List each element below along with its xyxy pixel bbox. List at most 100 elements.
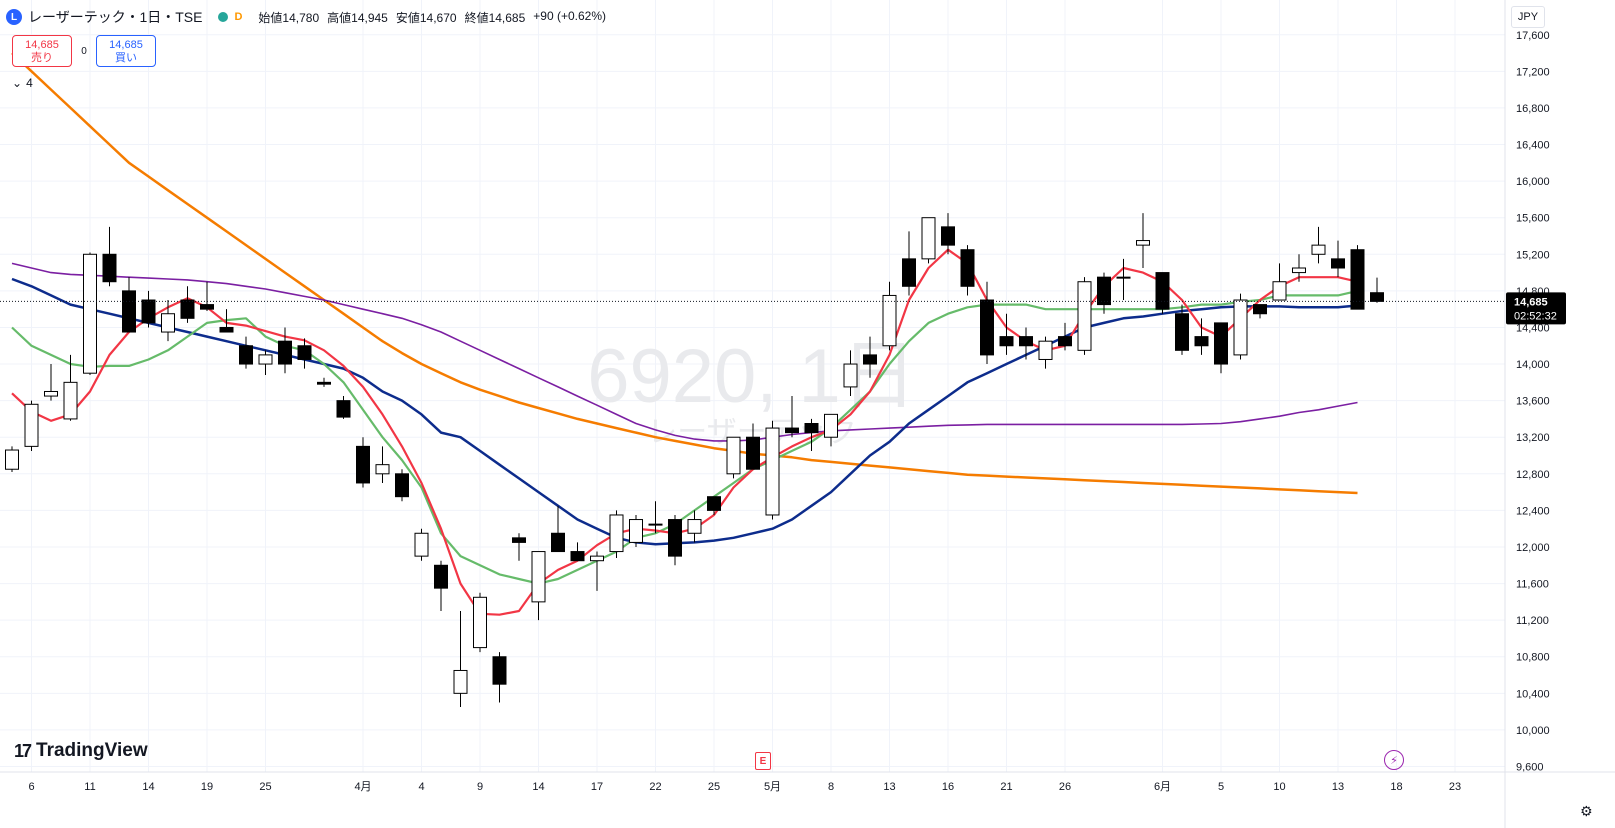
candle[interactable] <box>278 327 292 374</box>
candle[interactable] <box>395 469 409 502</box>
ma-line-red <box>11 248 1358 616</box>
candle[interactable] <box>1175 304 1189 355</box>
market-status-icon[interactable] <box>218 12 229 22</box>
candle[interactable] <box>609 510 624 558</box>
time-tick-label: 4月 <box>354 781 371 793</box>
candle[interactable] <box>122 277 136 333</box>
candle-body-down <box>512 537 526 543</box>
candle[interactable] <box>1194 318 1209 355</box>
candle-body-up <box>1038 340 1053 360</box>
candle[interactable] <box>5 446 19 472</box>
candle[interactable] <box>551 505 565 553</box>
candle[interactable] <box>200 281 214 311</box>
candle[interactable] <box>960 245 975 296</box>
candle[interactable] <box>297 338 312 369</box>
candle[interactable] <box>1311 226 1326 264</box>
candle[interactable] <box>317 377 331 387</box>
candle[interactable] <box>570 542 585 562</box>
symbol-title[interactable]: レーザーテック・1日・TSE <box>28 9 203 25</box>
candle[interactable] <box>473 592 487 653</box>
price-tag <box>1506 292 1566 325</box>
candle[interactable] <box>726 436 741 479</box>
candle[interactable] <box>999 313 1014 355</box>
candle[interactable] <box>746 423 760 470</box>
candle[interactable] <box>375 446 390 483</box>
candle[interactable] <box>239 336 253 369</box>
candle[interactable] <box>1331 240 1345 278</box>
candle[interactable] <box>941 213 955 255</box>
candle[interactable] <box>44 364 58 401</box>
symbol-logo-icon[interactable]: L <box>6 9 22 25</box>
candle[interactable] <box>863 336 877 378</box>
candle[interactable] <box>1019 327 1033 360</box>
candle[interactable] <box>1253 304 1267 319</box>
candle[interactable] <box>921 217 936 264</box>
candle[interactable] <box>1233 293 1248 360</box>
candle[interactable] <box>1077 277 1092 355</box>
candle[interactable] <box>1097 272 1111 314</box>
candle-body-down <box>1155 272 1170 310</box>
candle[interactable] <box>882 281 897 351</box>
candle[interactable] <box>1292 254 1306 282</box>
candle[interactable] <box>434 560 448 612</box>
candle[interactable] <box>785 396 799 438</box>
candle[interactable] <box>492 652 507 703</box>
candle[interactable] <box>648 501 663 534</box>
candle[interactable] <box>1370 277 1384 303</box>
gear-icon[interactable]: ⚙ <box>1580 803 1593 819</box>
candle[interactable] <box>765 420 780 520</box>
candle[interactable] <box>453 611 468 708</box>
candle[interactable] <box>668 514 682 566</box>
sell-button[interactable]: 14,685 売り <box>12 35 72 67</box>
candle[interactable] <box>336 396 351 419</box>
candle[interactable] <box>1116 258 1131 301</box>
candle[interactable] <box>1350 245 1365 310</box>
candle[interactable] <box>843 350 858 397</box>
data-delay-badge[interactable]: D <box>234 11 243 23</box>
candle[interactable] <box>83 252 97 376</box>
candle[interactable] <box>24 400 39 451</box>
price-tick-label: 11,200 <box>1516 615 1549 627</box>
candle[interactable] <box>102 226 117 287</box>
candle[interactable] <box>258 350 273 376</box>
candle[interactable] <box>414 528 429 561</box>
candle[interactable] <box>141 290 156 328</box>
candle[interactable] <box>1038 336 1053 369</box>
candle[interactable] <box>980 281 994 365</box>
candle-body-down <box>356 445 370 484</box>
candle-body-up <box>687 519 702 534</box>
candle[interactable] <box>219 309 234 333</box>
candle[interactable] <box>180 286 195 323</box>
candle[interactable] <box>629 514 643 547</box>
time-tick-label: 26 <box>1059 781 1071 793</box>
candle[interactable] <box>1272 263 1287 301</box>
price-axis[interactable]: 9,600 10,000 10,400 10,800 11,200 11,600 12,00… <box>1516 30 1550 774</box>
candle[interactable] <box>707 496 721 515</box>
candle[interactable] <box>804 418 819 451</box>
candle[interactable] <box>824 413 838 447</box>
earnings-marker[interactable]: E <box>755 752 771 770</box>
candle[interactable] <box>1214 322 1228 374</box>
candle[interactable] <box>63 354 78 421</box>
price-tick-label: 13,600 <box>1516 396 1550 408</box>
lightning-icon[interactable]: ⚡ <box>1384 750 1404 770</box>
candle[interactable] <box>161 300 175 342</box>
indicator-collapse-button[interactable]: ⌄ 4 <box>12 76 33 90</box>
currency-button[interactable]: JPY <box>1511 6 1545 28</box>
tradingview-logo[interactable]: 17 TradingView <box>14 740 148 761</box>
candle[interactable] <box>1155 272 1170 314</box>
candle[interactable] <box>590 551 604 591</box>
time-axis[interactable]: 6 11 14 19 25 4月 4 9 14 17 22 25 5月 8 13 16 21 26 6月 5 10 13 1… <box>28 781 1461 793</box>
candle[interactable] <box>1136 213 1150 269</box>
candle[interactable] <box>356 437 370 488</box>
buy-button[interactable]: 14,685 買い <box>96 35 156 67</box>
candle[interactable] <box>902 231 916 296</box>
candle[interactable] <box>1058 322 1072 351</box>
candle[interactable] <box>512 533 526 561</box>
candle[interactable] <box>687 510 702 543</box>
candle[interactable] <box>531 551 546 621</box>
candle-body-up <box>5 449 19 470</box>
time-tick-label: 19 <box>201 781 213 793</box>
price-tick-label: 10,000 <box>1516 725 1550 737</box>
